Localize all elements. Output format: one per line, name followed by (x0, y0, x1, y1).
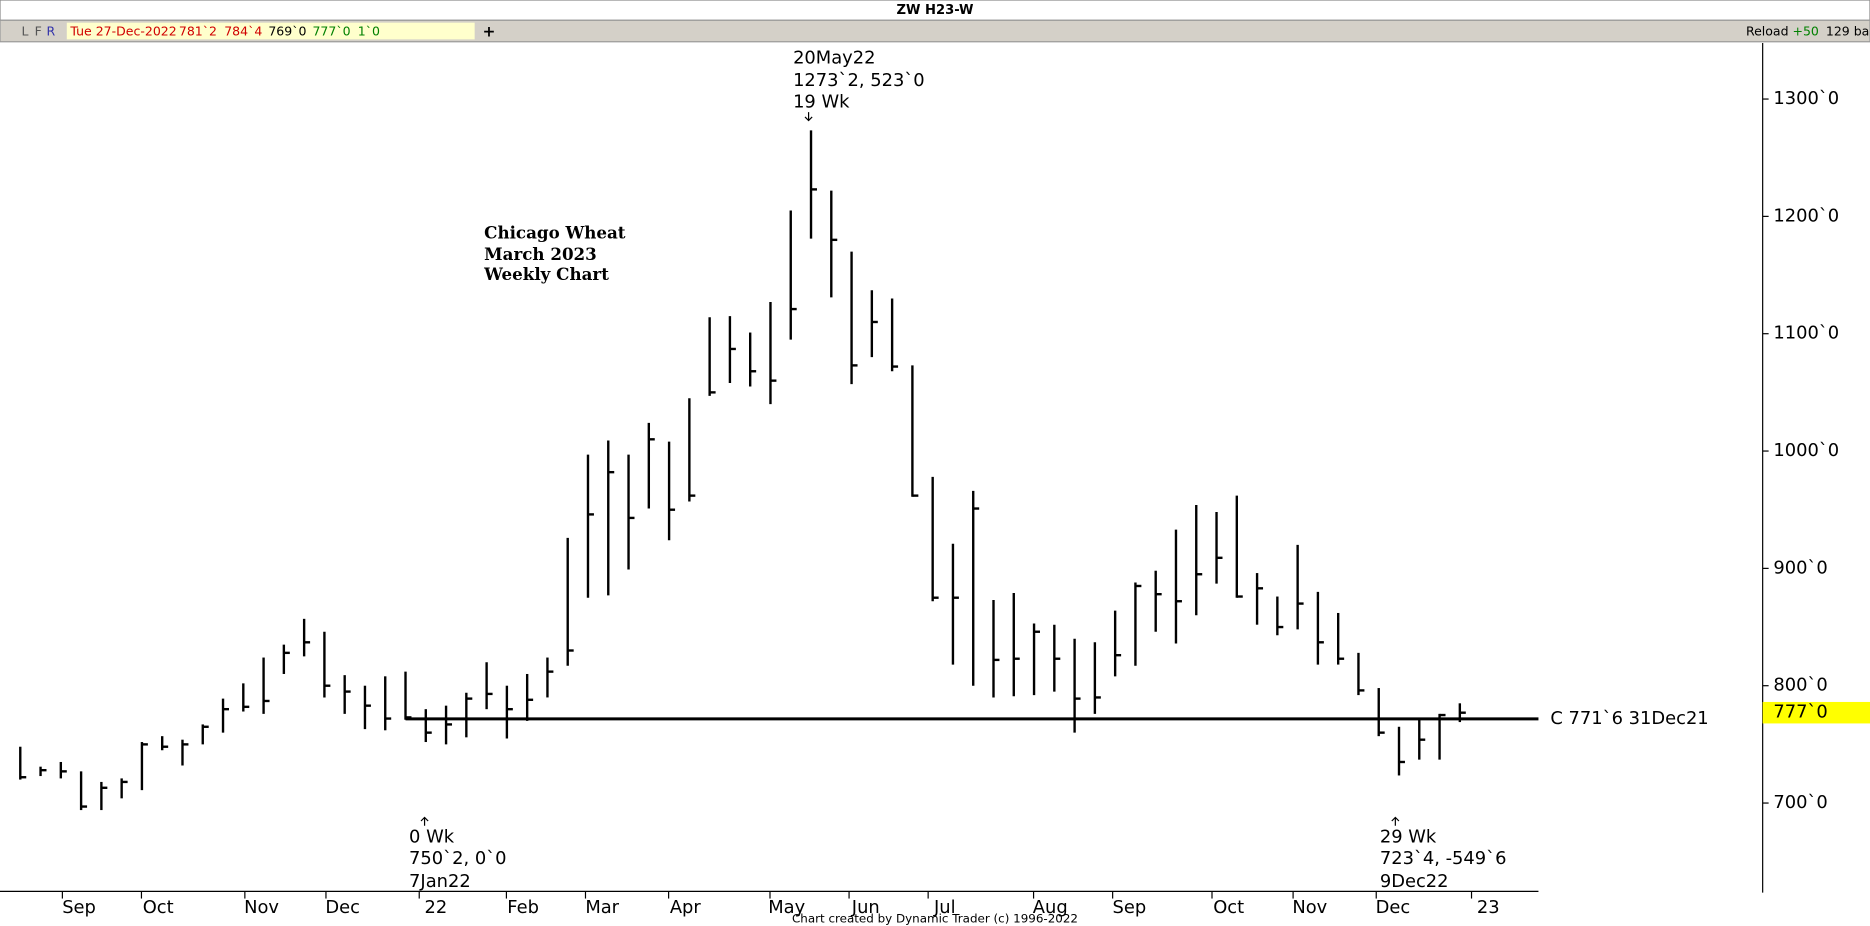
x-tick-label: 23 (1477, 897, 1500, 918)
last-price-label: 777`0 (1773, 702, 1827, 723)
x-tick-label: Sep (62, 897, 96, 918)
last-price-box (1762, 701, 1870, 724)
y-tick-label: 1000`0 (1773, 440, 1839, 461)
toolbar-button[interactable]: F (35, 24, 42, 39)
annotation: 9Dec22 (1380, 871, 1449, 892)
x-tick-label: 22 (425, 897, 448, 918)
annotation: 7Jan22 (409, 871, 471, 892)
bars-count: 129 bars (1826, 24, 1870, 39)
quote-date: Tue 27-Dec-2022 (69, 24, 176, 39)
chart-note: Chicago Wheat (484, 222, 626, 242)
x-tick-label: Jul (933, 897, 956, 918)
y-tick-label: 1100`0 (1773, 323, 1839, 344)
annotation: 0 Wk (409, 827, 455, 848)
annotation: 750`2, 0`0 (409, 848, 506, 869)
quote-close: 777`0 (312, 24, 350, 39)
x-tick-label: Oct (1213, 897, 1244, 918)
annotation: 19 Wk (793, 92, 850, 113)
x-tick-label: Nov (244, 897, 279, 918)
x-tick-label: Jun (851, 897, 880, 918)
annotation: 20May22 (793, 47, 875, 68)
y-tick-label: 1300`0 (1773, 88, 1839, 109)
window-title: ZW H23-W (896, 3, 974, 18)
add-button[interactable]: + (482, 23, 495, 41)
chart-note: March 2023 (484, 244, 597, 264)
annotation-arrow (1391, 816, 1400, 826)
chart-note: Weekly Chart (483, 264, 609, 284)
x-tick-label: Nov (1292, 897, 1327, 918)
reference-label: C 771`6 31Dec21 (1550, 708, 1708, 729)
reload-button[interactable]: Reload (1746, 24, 1789, 39)
y-tick-label: 800`0 (1773, 675, 1827, 696)
annotation: 1273`2, 523`0 (793, 70, 925, 91)
quote-open: 781`2 (179, 24, 217, 39)
annotation-arrow (804, 112, 813, 122)
footer: Chart created by Dynamic Trader (c) 1996… (792, 911, 1078, 925)
x-tick-label: Mar (585, 897, 619, 918)
annotation-arrow (420, 816, 429, 826)
x-tick-label: Dec (1376, 897, 1411, 918)
quote-change: 1`0 (358, 24, 380, 39)
x-tick-label: Aug (1033, 897, 1068, 918)
quote-low: 769`0 (268, 24, 306, 39)
x-tick-label: Dec (325, 897, 360, 918)
x-tick-label: Apr (670, 897, 702, 918)
y-tick-label: 1200`0 (1773, 205, 1839, 226)
x-tick-label: Sep (1112, 897, 1146, 918)
annotation: 29 Wk (1380, 827, 1437, 848)
annotation: 723`4, -549`6 (1380, 848, 1507, 869)
toolbar-button[interactable]: R (47, 24, 56, 39)
x-tick-label: Feb (507, 897, 539, 918)
bars-extra[interactable]: +50 (1792, 24, 1818, 39)
x-tick-label: Oct (143, 897, 174, 918)
quote-box (66, 22, 475, 40)
x-tick-label: May (768, 897, 805, 918)
y-tick-label: 900`0 (1773, 557, 1827, 578)
toolbar-button[interactable]: L (21, 24, 28, 39)
y-tick-label: 700`0 (1773, 792, 1827, 813)
quote-high: 784`4 (224, 24, 262, 39)
